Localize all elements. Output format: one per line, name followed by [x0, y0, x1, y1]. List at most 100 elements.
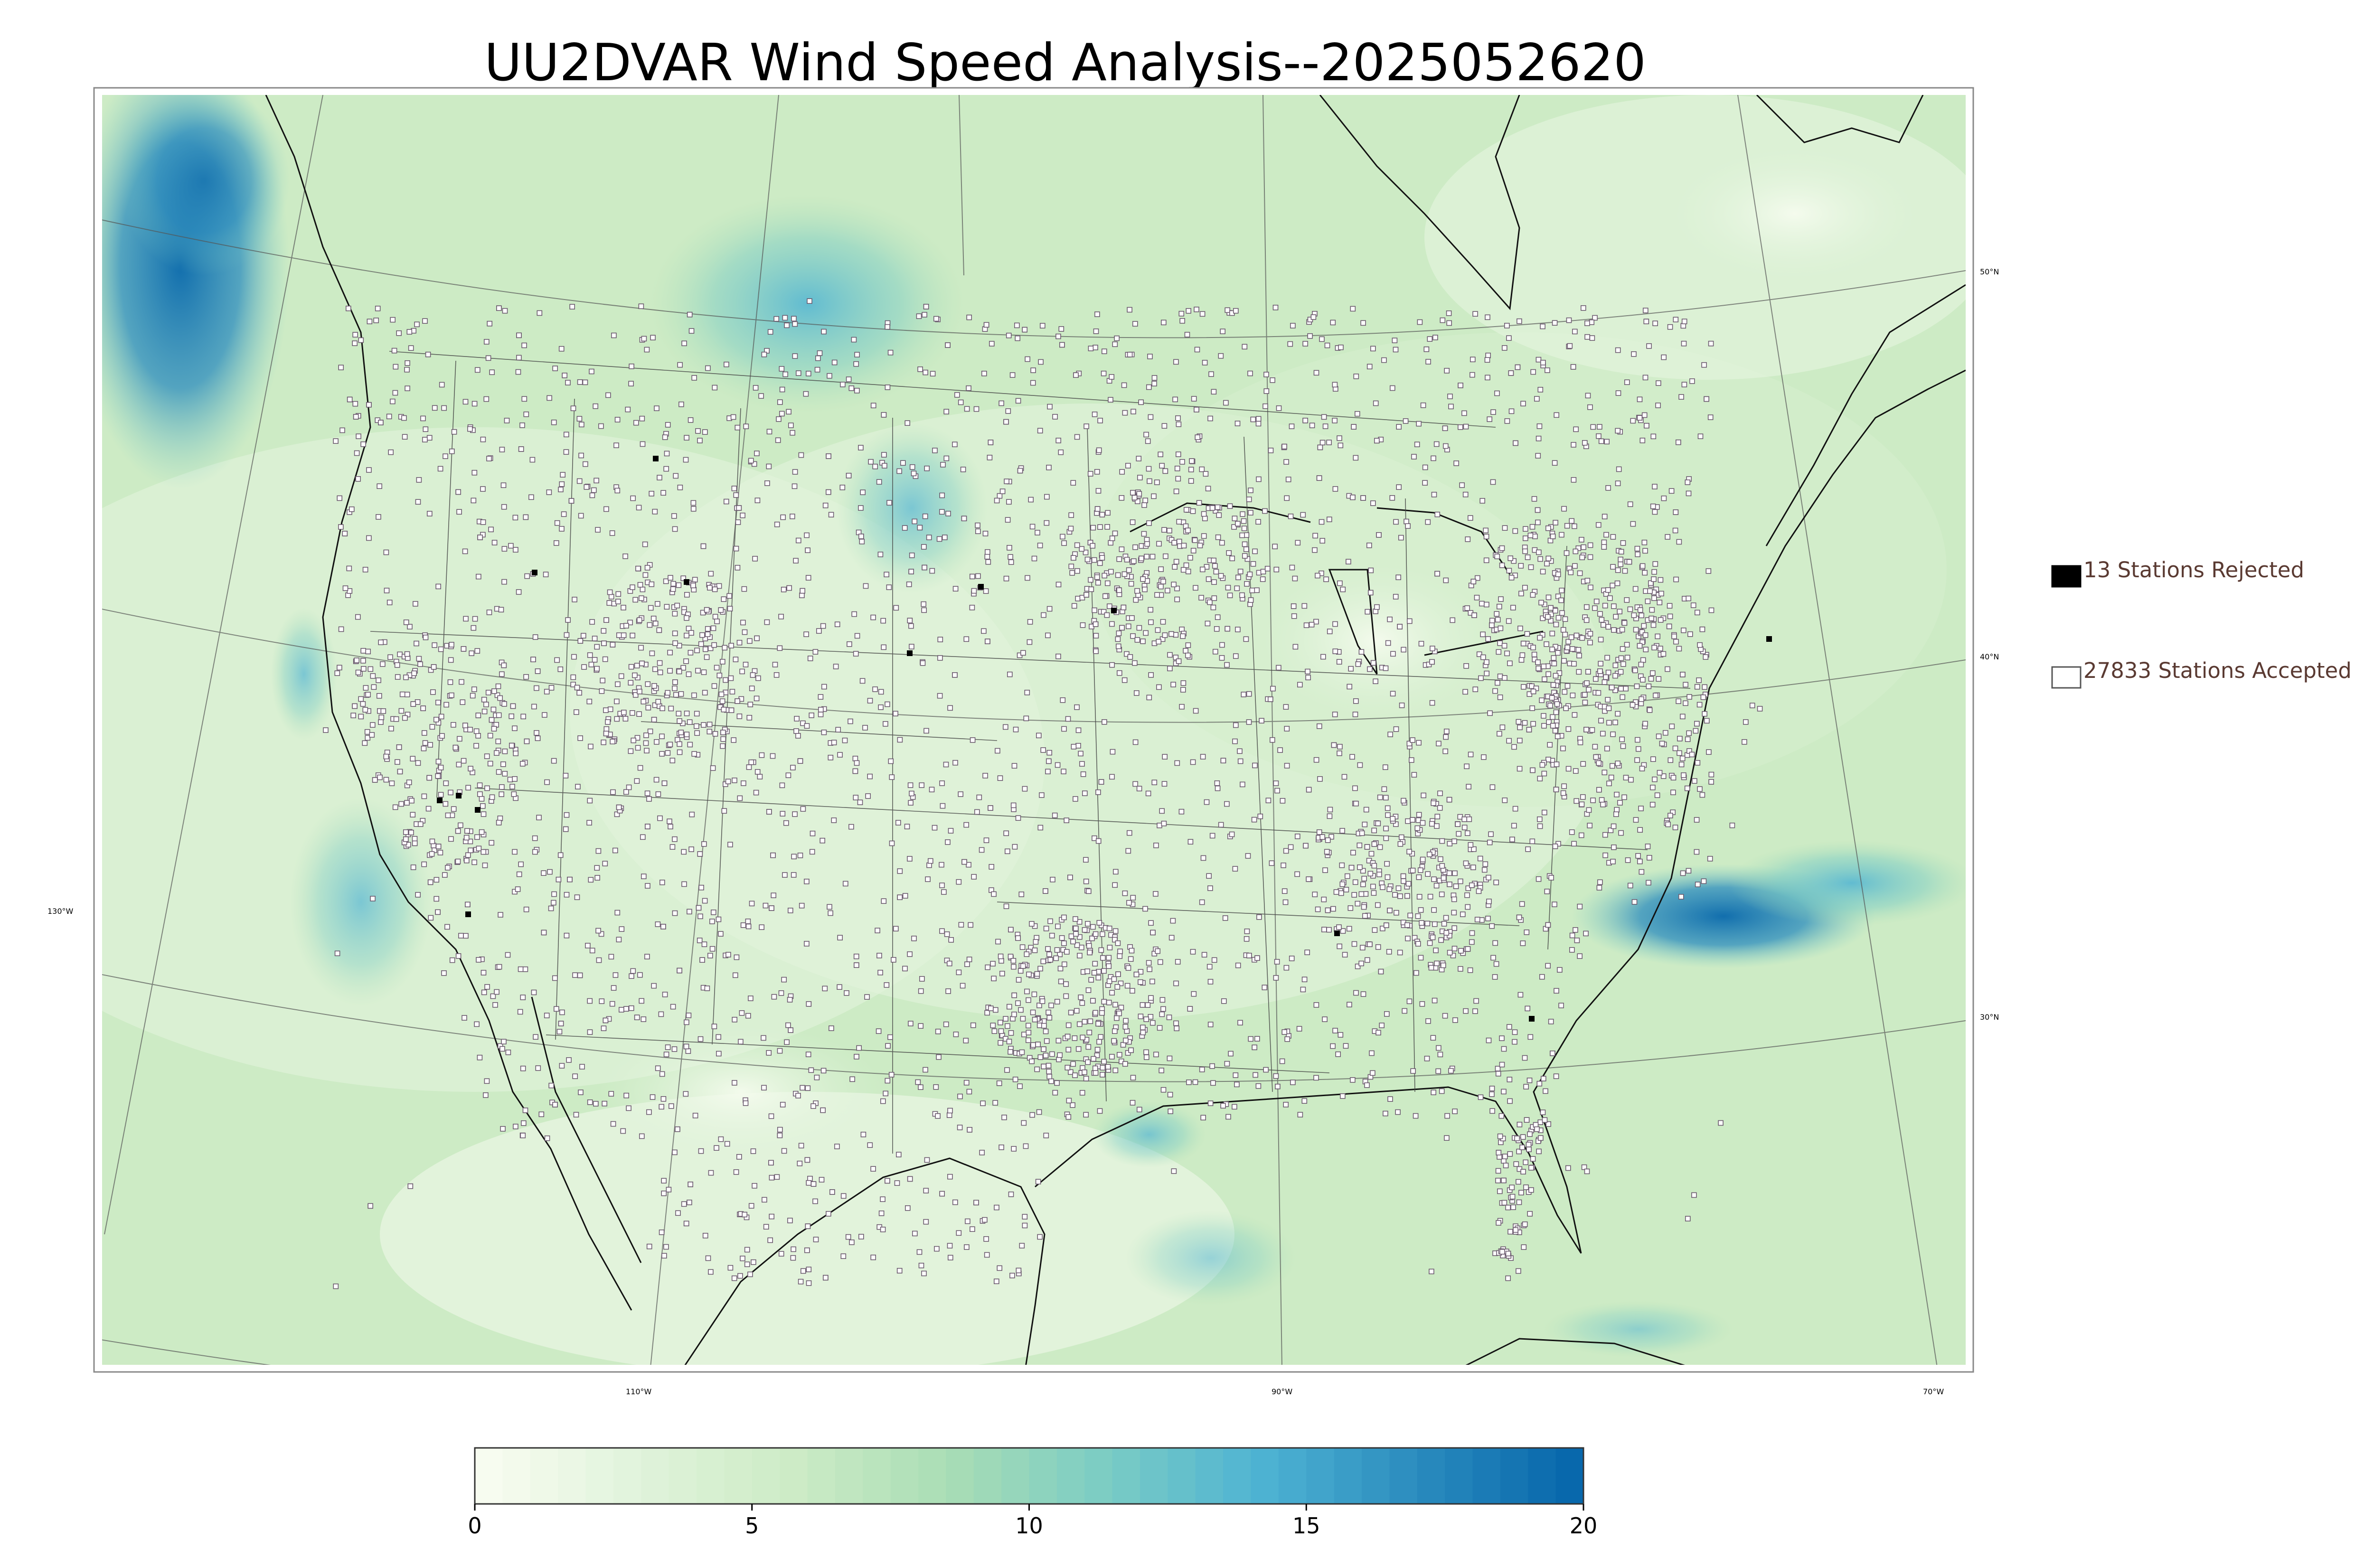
- station-accepted: [1612, 719, 1618, 725]
- station-accepted: [1055, 762, 1061, 768]
- station-accepted: [1279, 1058, 1285, 1064]
- station-accepted: [333, 1283, 339, 1289]
- station-accepted: [1252, 548, 1258, 554]
- station-accepted: [1291, 603, 1297, 609]
- station-accepted: [1123, 1037, 1129, 1043]
- station-accepted: [1430, 646, 1435, 651]
- station-accepted: [666, 1187, 672, 1192]
- station-accepted: [643, 732, 649, 738]
- station-accepted: [441, 405, 447, 411]
- station-accepted: [1161, 781, 1168, 787]
- station-accepted: [982, 773, 988, 779]
- station-accepted: [487, 732, 493, 739]
- station-accepted: [661, 780, 668, 786]
- station-accepted: [834, 621, 840, 627]
- station-accepted: [345, 305, 351, 311]
- station-accepted: [623, 623, 629, 629]
- station-accepted: [1214, 780, 1220, 786]
- station-accepted: [796, 537, 801, 544]
- station-accepted: [1060, 534, 1065, 540]
- station-accepted: [1332, 648, 1338, 654]
- station-accepted: [554, 1006, 559, 1012]
- station-accepted: [1443, 577, 1449, 583]
- station-accepted: [1061, 726, 1067, 732]
- station-accepted: [775, 437, 781, 443]
- station-accepted: [1555, 593, 1561, 600]
- station-accepted: [1656, 733, 1662, 739]
- station-accepted: [1518, 1190, 1524, 1196]
- station-accepted: [905, 1205, 911, 1211]
- station-accepted: [1658, 617, 1664, 623]
- station-accepted: [665, 1044, 671, 1050]
- station-accepted: [1441, 875, 1447, 881]
- station-accepted: [1702, 684, 1707, 690]
- station-accepted: [608, 1091, 614, 1097]
- station-accepted: [676, 668, 682, 675]
- station-accepted: [1159, 997, 1166, 1003]
- station-accepted: [654, 739, 659, 745]
- station-accepted: [1642, 548, 1648, 554]
- station-accepted: [1176, 658, 1182, 664]
- station-accepted: [1241, 526, 1247, 531]
- station-accepted: [1117, 1052, 1122, 1058]
- station-accepted: [1315, 573, 1320, 579]
- station-accepted: [1102, 348, 1107, 354]
- station-accepted: [1232, 738, 1238, 744]
- colorbar-cell: [918, 1448, 947, 1504]
- station-accepted: [1437, 790, 1443, 796]
- station-accepted: [1281, 888, 1288, 894]
- station-accepted: [948, 1255, 953, 1260]
- station-accepted: [999, 400, 1004, 406]
- station-accepted: [1094, 1052, 1100, 1058]
- station-accepted: [1495, 617, 1501, 623]
- station-accepted: [1194, 406, 1199, 413]
- station-accepted: [1596, 885, 1602, 891]
- station-accepted: [1415, 941, 1421, 947]
- station-accepted: [486, 456, 492, 461]
- station-accepted: [1545, 525, 1551, 531]
- station-accepted: [1295, 834, 1300, 839]
- station-accepted: [880, 1196, 886, 1202]
- station-accepted: [1616, 466, 1622, 472]
- station-accepted: [1517, 738, 1523, 743]
- station-accepted: [596, 957, 602, 963]
- station-accepted: [1104, 524, 1110, 530]
- station-accepted: [603, 731, 609, 736]
- station-accepted: [1607, 595, 1613, 601]
- station-accepted: [1211, 557, 1216, 563]
- station-accepted: [1708, 340, 1714, 347]
- station-accepted: [1124, 557, 1130, 563]
- station-accepted: [933, 1084, 939, 1090]
- station-accepted: [1708, 771, 1715, 778]
- station-accepted: [1550, 682, 1556, 688]
- station-accepted: [1429, 821, 1435, 827]
- station-accepted: [763, 1224, 769, 1230]
- station-accepted: [1065, 1047, 1072, 1052]
- station-accepted: [564, 932, 570, 939]
- colorbar-cell: [807, 1448, 836, 1504]
- station-accepted: [1007, 545, 1012, 551]
- station-accepted: [769, 905, 774, 911]
- station-accepted: [614, 910, 621, 916]
- station-accepted: [994, 1278, 999, 1284]
- station-accepted: [818, 712, 824, 717]
- station-accepted: [1078, 995, 1083, 1000]
- station-accepted: [1280, 798, 1286, 804]
- station-accepted: [767, 1237, 773, 1243]
- station-accepted: [634, 778, 640, 784]
- station-accepted: [1074, 942, 1080, 948]
- station-accepted: [885, 1178, 890, 1184]
- station-accepted: [1545, 1121, 1551, 1127]
- station-accepted: [663, 1052, 669, 1057]
- station-accepted: [961, 859, 967, 865]
- station-accepted: [1583, 727, 1589, 732]
- station-accepted: [1451, 925, 1457, 931]
- station-accepted: [1660, 651, 1667, 657]
- station-accepted: [1693, 728, 1699, 734]
- station-accepted: [1068, 526, 1074, 532]
- station-accepted: [467, 727, 473, 732]
- station-accepted: [803, 391, 809, 397]
- station-accepted: [1357, 842, 1363, 848]
- station-accepted: [742, 1211, 747, 1218]
- station-accepted: [459, 679, 464, 685]
